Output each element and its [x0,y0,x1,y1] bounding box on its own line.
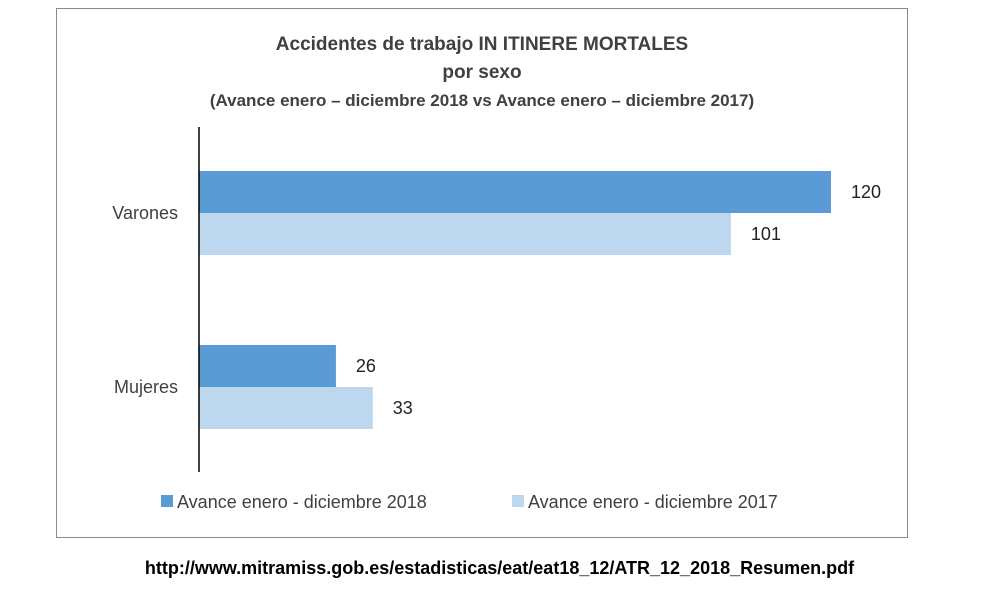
category-label-varones: Varones [112,203,178,223]
chart-title-line2: por sexo [442,62,521,83]
legend-label-2017: Avance enero - diciembre 2017 [528,492,778,512]
chart-title: Accidentes de trabajo IN ITINERE MORTALE… [276,34,688,55]
legend-swatch-2018 [161,495,173,507]
legend: Avance enero - diciembre 2018 Avance ener… [161,492,778,512]
bar-varones-2017 [199,213,731,255]
chart-frame [56,8,908,538]
data-label-mujeres-2017: 33 [393,398,413,418]
source-url: http://www.mitramiss.gob.es/estadisticas… [144,558,855,578]
data-label-mujeres-2018: 26 [356,356,376,376]
category-label-mujeres: Mujeres [114,377,178,397]
plot-area: Varones 120 101 Mujeres 26 33 [112,171,881,429]
bar-mujeres-2018 [199,345,336,387]
legend-swatch-2017 [512,495,524,507]
legend-label-2018: Avance enero - diciembre 2018 [177,492,427,512]
chart-subtitle: (Avance enero – diciembre 2018 vs Avance… [210,91,754,110]
bar-mujeres-2017 [199,387,373,429]
data-label-varones-2017: 101 [751,224,781,244]
data-label-varones-2018: 120 [851,182,881,202]
bar-varones-2018 [199,171,831,213]
